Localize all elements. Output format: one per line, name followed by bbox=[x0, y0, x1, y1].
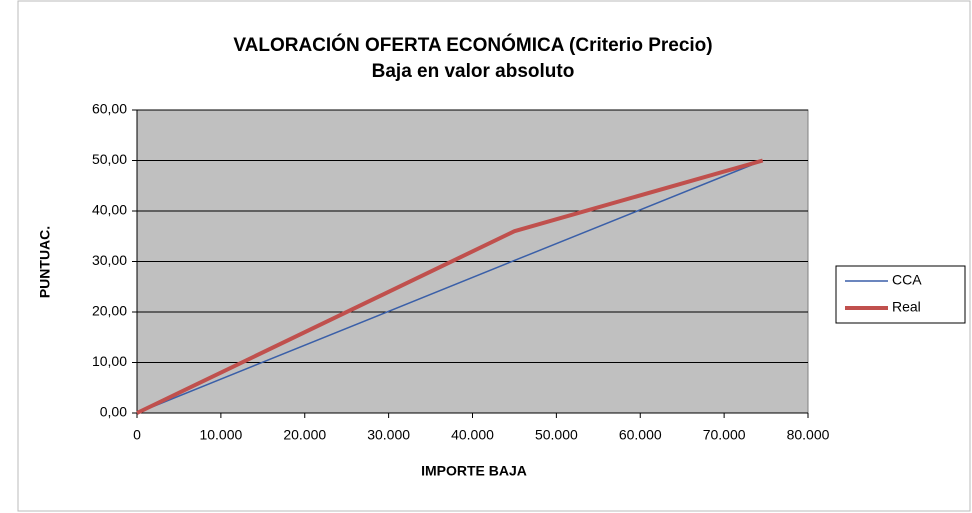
line-series bbox=[136, 158, 764, 415]
y-axis-label: PUNTUAC. bbox=[37, 226, 53, 298]
x-tick-label: 20.000 bbox=[283, 427, 326, 443]
y-tick-label: 10,00 bbox=[92, 353, 127, 369]
x-tick-label: 0 bbox=[133, 427, 141, 443]
x-tick-label: 10.000 bbox=[199, 427, 242, 443]
y-tick-label: 50,00 bbox=[92, 151, 127, 167]
y-tick-label: 40,00 bbox=[92, 202, 127, 218]
x-axis-label: IMPORTE BAJA bbox=[421, 463, 527, 479]
legend-label: Real bbox=[892, 299, 921, 315]
x-tick-label: 30.000 bbox=[367, 427, 410, 443]
x-tick-label: 40.000 bbox=[451, 427, 494, 443]
legend-box bbox=[835, 265, 966, 324]
y-tick-label: 30,00 bbox=[92, 252, 127, 268]
y-tick-label: 60,00 bbox=[92, 101, 127, 117]
x-tick-label: 50.000 bbox=[535, 427, 578, 443]
chart-subtitle: Baja en valor absoluto bbox=[372, 61, 575, 82]
chart-title: VALORACIÓN OFERTA ECONÓMICA (Criterio Pr… bbox=[233, 34, 712, 56]
x-tick-label: 70.000 bbox=[703, 427, 746, 443]
legend-label: CCA bbox=[892, 272, 922, 288]
x-tick-label: 60.000 bbox=[619, 427, 662, 443]
x-tick-label: 80.000 bbox=[787, 427, 830, 443]
line-series bbox=[136, 159, 763, 414]
y-tick-label: 0,00 bbox=[100, 404, 127, 420]
y-tick-label: 20,00 bbox=[92, 303, 127, 319]
